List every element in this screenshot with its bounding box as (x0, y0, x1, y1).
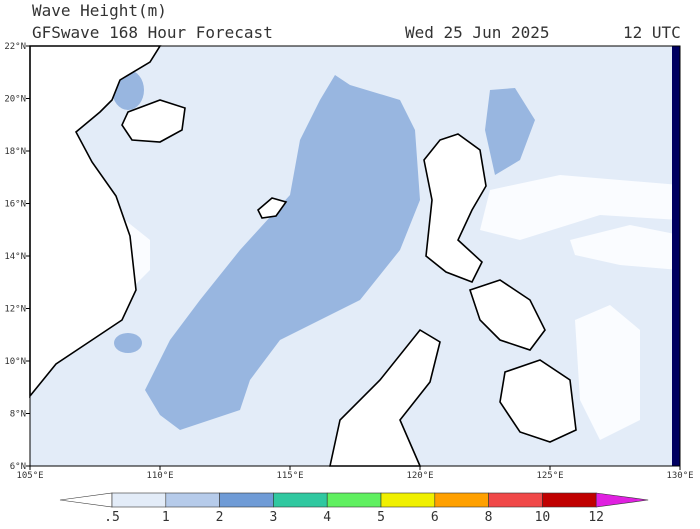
calm-area (480, 175, 680, 240)
land-hainan (121, 99, 186, 143)
colorbar-label: 3 (269, 510, 277, 525)
title: Wave Height(m) (32, 1, 167, 20)
land-indochina (29, 45, 162, 399)
edge-strip (672, 46, 680, 466)
land-borneo (329, 328, 441, 467)
colorbar-label: 2 (216, 510, 224, 525)
colorbar-bin (380, 492, 436, 508)
colorbar-label: 12 (588, 510, 604, 525)
lat-label: 14°N (4, 252, 26, 262)
wave-band (145, 75, 420, 430)
lat-label: 18°N (4, 147, 26, 157)
colorbar-bin (111, 492, 167, 508)
colorbar-label: 1 (162, 510, 170, 525)
lat-label: 6°N (10, 462, 26, 472)
date: Wed 25 Jun 2025 (405, 23, 550, 42)
wave-patch (485, 88, 535, 175)
land-mindanao (499, 359, 577, 443)
colorbar-bin (488, 492, 543, 508)
lat-label: 10°N (4, 357, 26, 367)
lon-label: 115°E (276, 471, 303, 481)
colorbar-over (595, 492, 649, 508)
subtitle: GFSwave 168 Hour Forecast (32, 23, 273, 42)
land-reef (257, 197, 288, 219)
wave-patch (114, 333, 142, 353)
colorbar-label: 4 (323, 510, 331, 525)
calm-area (575, 305, 640, 440)
lat-label: 8°N (10, 410, 26, 420)
lon-label: 120°E (406, 471, 433, 481)
colorbar-bin (219, 492, 274, 508)
lon-label: 125°E (536, 471, 563, 481)
lon-label: 105°E (16, 471, 43, 481)
colorbar-under (59, 492, 113, 508)
lat-label: 22°N (4, 42, 26, 52)
colorbar-bin (326, 492, 382, 508)
map-area (29, 45, 681, 467)
time: 12 UTC (623, 23, 681, 42)
colorbar-label: 6 (431, 510, 439, 525)
lat-label: 16°N (4, 200, 26, 210)
colorbar-label: 8 (485, 510, 493, 525)
lon-label: 130°E (666, 471, 693, 481)
calm-area (570, 225, 680, 270)
colorbar-bin (434, 492, 489, 508)
colorbar-bin (273, 492, 328, 508)
land-luzon (423, 133, 487, 284)
lon-label: 110°E (146, 471, 173, 481)
colorbar-label: 5 (377, 510, 385, 525)
colorbar-bin (165, 492, 220, 508)
land-visayas (468, 279, 546, 351)
lat-label: 20°N (4, 95, 26, 105)
colorbar-bin (542, 492, 597, 508)
lat-label: 12°N (4, 305, 26, 315)
colorbar-label: .5 (104, 510, 120, 525)
colorbar-label: 10 (535, 510, 551, 525)
